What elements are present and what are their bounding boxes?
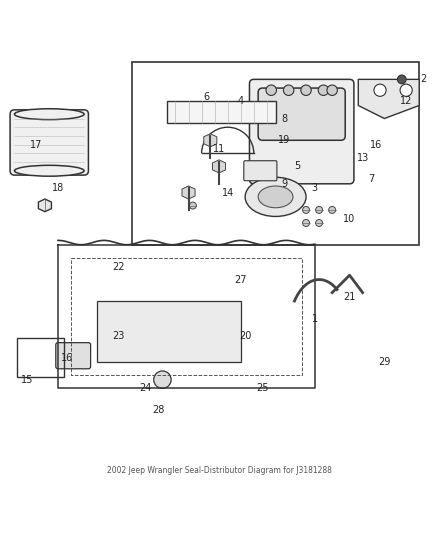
Text: 2002 Jeep Wrangler Seal-Distributor Diagram for J3181288: 2002 Jeep Wrangler Seal-Distributor Diag… [106, 466, 332, 475]
Ellipse shape [258, 186, 293, 208]
Circle shape [316, 220, 322, 227]
Circle shape [283, 85, 294, 95]
FancyBboxPatch shape [258, 88, 345, 140]
Circle shape [154, 371, 171, 389]
Ellipse shape [14, 165, 84, 176]
Text: 28: 28 [152, 405, 164, 415]
Text: 17: 17 [30, 140, 42, 150]
Text: 9: 9 [281, 179, 287, 189]
Text: 5: 5 [294, 161, 300, 172]
Text: 22: 22 [113, 262, 125, 271]
Text: 18: 18 [52, 183, 64, 193]
Circle shape [301, 85, 311, 95]
Circle shape [397, 75, 406, 84]
Text: 7: 7 [368, 174, 374, 184]
Polygon shape [204, 134, 217, 147]
Text: 1: 1 [312, 314, 318, 324]
Text: 19: 19 [278, 135, 290, 146]
Circle shape [374, 84, 386, 96]
Text: 16: 16 [60, 353, 73, 363]
Circle shape [400, 84, 412, 96]
Text: 20: 20 [239, 331, 251, 341]
Text: 14: 14 [222, 188, 234, 198]
FancyBboxPatch shape [244, 161, 277, 181]
Polygon shape [97, 301, 241, 362]
Polygon shape [182, 186, 195, 199]
Circle shape [266, 85, 276, 95]
Ellipse shape [245, 177, 306, 216]
Text: 21: 21 [343, 292, 356, 302]
Text: 12: 12 [400, 96, 412, 106]
Text: 6: 6 [203, 92, 209, 102]
Text: 25: 25 [256, 383, 269, 393]
Text: 13: 13 [357, 152, 369, 163]
Text: 4: 4 [238, 96, 244, 106]
Text: 2: 2 [420, 75, 427, 84]
Polygon shape [39, 199, 51, 212]
Ellipse shape [14, 109, 84, 119]
Text: 8: 8 [281, 114, 287, 124]
Polygon shape [358, 79, 419, 118]
Text: 24: 24 [139, 383, 151, 393]
Circle shape [316, 206, 322, 213]
Text: 11: 11 [213, 144, 225, 154]
FancyBboxPatch shape [56, 343, 91, 369]
Polygon shape [212, 160, 226, 173]
Circle shape [189, 202, 196, 209]
Text: 29: 29 [378, 357, 391, 367]
FancyBboxPatch shape [250, 79, 354, 184]
Polygon shape [167, 101, 276, 123]
Text: 10: 10 [343, 214, 356, 224]
Text: 27: 27 [234, 274, 247, 285]
Text: 23: 23 [113, 331, 125, 341]
Circle shape [328, 206, 336, 213]
Circle shape [303, 220, 310, 227]
Circle shape [327, 85, 337, 95]
Text: 15: 15 [21, 375, 34, 385]
Text: 16: 16 [370, 140, 382, 150]
Circle shape [318, 85, 328, 95]
FancyBboxPatch shape [10, 110, 88, 175]
Text: 3: 3 [312, 183, 318, 193]
Circle shape [303, 206, 310, 213]
